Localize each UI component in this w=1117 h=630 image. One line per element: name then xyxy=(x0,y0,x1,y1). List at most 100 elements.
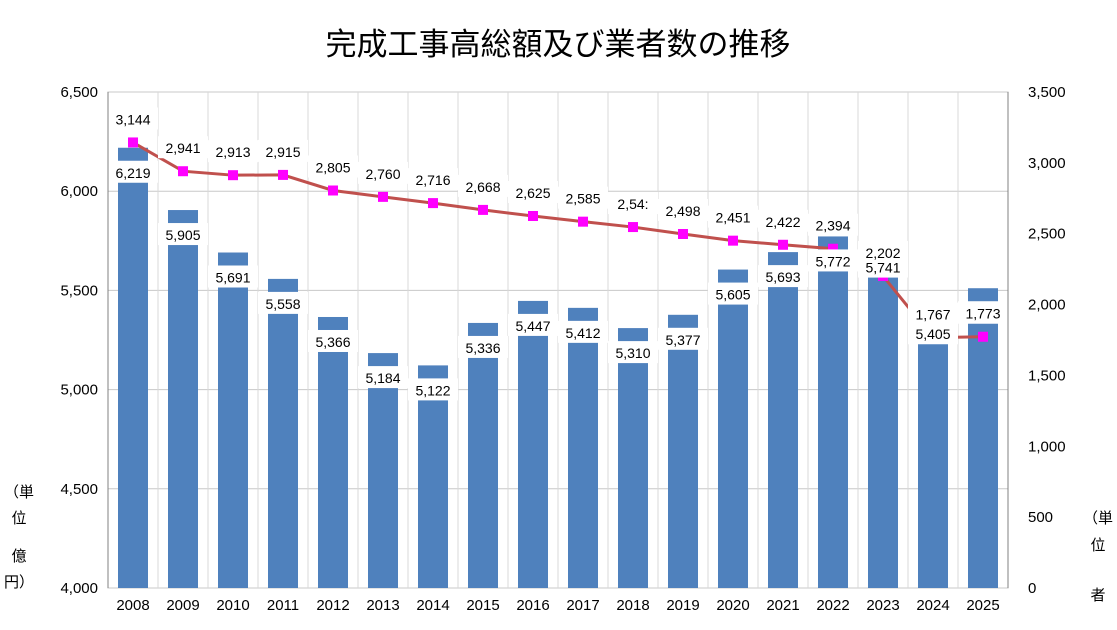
bar-label-2013: 5,184 xyxy=(365,370,400,386)
bar-2018 xyxy=(618,328,648,588)
bar-label-2019: 5,377 xyxy=(665,332,700,348)
bar-2011 xyxy=(268,278,298,588)
right-tick-label: 1,000 xyxy=(1028,438,1066,455)
line-label-2009-group: 2,941 xyxy=(158,136,208,159)
line-label-2018: 2,54: xyxy=(617,196,648,212)
line-label-2011-group: 2,915 xyxy=(258,139,308,162)
line-label-2021-bg xyxy=(758,209,808,232)
left-tick-label: 5,500 xyxy=(60,282,98,299)
line-marker-2018 xyxy=(628,222,638,233)
left-tick-label: 4,000 xyxy=(60,580,98,597)
line-label-2017-group: 2,585 xyxy=(558,186,608,209)
bar-label-2008-group: 6,219 xyxy=(108,160,158,183)
x-tick-label: 2020 xyxy=(716,597,749,614)
right-tick-label: 500 xyxy=(1028,509,1053,526)
bar-2016 xyxy=(518,300,548,588)
bar-label-2008: 6,219 xyxy=(115,165,150,181)
labels-layer: 6,219 5,905 5,691 5,558 5,366 5,184 5,122 5,336… xyxy=(108,107,1008,401)
line-label-2019: 2,498 xyxy=(665,203,700,219)
line-marker-2016 xyxy=(528,211,538,221)
line-label-2010-group: 2,913 xyxy=(208,140,258,163)
bar-label-2019-bg xyxy=(658,327,708,350)
bar-label-2022-group: 5,772 xyxy=(808,249,858,272)
bar-label-2024-group: 5,405 xyxy=(908,322,958,345)
line-label-2013: 2,760 xyxy=(365,166,400,182)
line-label-2021: 2,422 xyxy=(765,214,800,230)
bar-label-2009: 5,905 xyxy=(165,227,200,243)
bar-label-2023: 5,741 xyxy=(865,260,900,276)
line-label-2011: 2,915 xyxy=(265,144,300,160)
bar-2009 xyxy=(168,210,198,588)
bar-label-2011-group: 5,558 xyxy=(258,291,308,314)
line-label-2016: 2,625 xyxy=(515,185,550,201)
line-label-2016-group: 2,625 xyxy=(508,181,558,203)
bar-2023 xyxy=(868,242,898,588)
line-marker-2010 xyxy=(228,170,238,181)
line-label-2025-group: 1,773 xyxy=(958,301,1008,324)
bars-layer xyxy=(118,147,998,589)
bar-label-2012-group: 5,366 xyxy=(308,329,358,352)
x-tick-label: 2014 xyxy=(416,597,449,614)
bar-label-2010: 5,691 xyxy=(215,270,250,286)
x-tick-label: 2024 xyxy=(916,597,949,614)
line-label-2023-bg xyxy=(858,240,908,263)
left-unit-label: 円） xyxy=(4,573,34,591)
bar-label-2024: 5,405 xyxy=(915,326,950,342)
x-tick-label: 2013 xyxy=(366,597,399,614)
line-marker-2008 xyxy=(128,137,138,148)
bar-label-2020: 5,605 xyxy=(715,287,750,303)
bar-2020 xyxy=(718,269,748,588)
line-marker-2009 xyxy=(178,166,188,177)
bar-2022 xyxy=(818,236,848,589)
line-marker-2022 xyxy=(828,243,838,254)
bar-label-2009-bg xyxy=(158,223,208,246)
x-tick-label: 2022 xyxy=(816,597,849,614)
bar-label-2015-bg xyxy=(458,335,508,358)
line-label-2011-bg xyxy=(258,139,308,162)
x-tick-label: 2016 xyxy=(516,597,549,614)
line-label-2015: 2,668 xyxy=(465,179,500,195)
line-marker-2014 xyxy=(428,198,438,209)
axes-layer: 4,000 4,500 5,000 5,500 6,000 6,500 0 500 1,000 1… xyxy=(4,84,1113,614)
line-marker-2025 xyxy=(978,331,988,342)
right-tick-label: 2,500 xyxy=(1028,226,1066,243)
line-label-2008: 3,144 xyxy=(115,111,150,127)
x-tick-label: 2023 xyxy=(866,597,899,614)
left-tick-label: 6,000 xyxy=(60,183,98,200)
bar-2019 xyxy=(668,314,698,588)
bar-label-2016: 5,447 xyxy=(515,318,550,334)
right-tick-label: 2,000 xyxy=(1028,297,1066,314)
bar-label-2018-group: 5,310 xyxy=(608,341,658,364)
line-label-2025-bg xyxy=(958,301,1008,324)
line-label-2023-group: 2,202 xyxy=(858,240,908,263)
x-tick-label: 2021 xyxy=(766,597,799,614)
bar-label-2021-group: 5,693 xyxy=(758,265,808,288)
x-tick-label: 2017 xyxy=(566,597,599,614)
line-label-2025: 1,773 xyxy=(965,306,1000,322)
line-label-2019-group: 2,498 xyxy=(658,198,708,221)
line-label-2010: 2,913 xyxy=(215,144,250,160)
line-label-2015-bg xyxy=(458,174,508,197)
line-label-2022-bg xyxy=(808,213,858,236)
bar-label-2013-group: 5,184 xyxy=(358,366,408,389)
line-label-2018-group: 2,54: xyxy=(608,192,658,215)
x-tick-label: 2011 xyxy=(267,597,299,614)
bar-label-2016-group: 5,447 xyxy=(508,313,558,336)
bar-label-2015: 5,336 xyxy=(465,340,500,356)
bar-2021 xyxy=(768,252,798,588)
x-tick-label: 2025 xyxy=(966,597,999,614)
left-unit-label: （単 xyxy=(4,483,34,501)
bar-label-2014-group: 5,122 xyxy=(408,378,458,401)
left-unit-label: 位 xyxy=(11,509,26,527)
right-tick-label: 1,500 xyxy=(1028,367,1066,384)
x-tick-label: 2008 xyxy=(116,597,149,614)
bar-label-2018-bg xyxy=(608,341,658,364)
bar-label-2017-bg xyxy=(558,320,608,343)
line-marker-2015 xyxy=(478,204,488,215)
left-tick-label: 6,500 xyxy=(60,84,98,101)
line-marker-2021 xyxy=(778,239,788,250)
bar-2012 xyxy=(318,316,348,588)
x-tick-label: 2009 xyxy=(166,597,199,614)
bar-label-2017-group: 5,412 xyxy=(558,320,608,343)
